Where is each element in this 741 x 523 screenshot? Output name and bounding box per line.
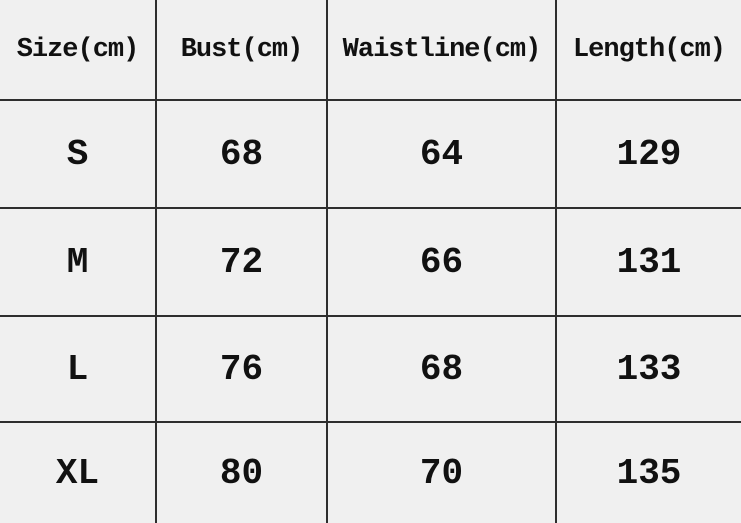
bust-cell: 80 <box>157 423 328 523</box>
waistline-cell: 70 <box>328 423 557 523</box>
column-header-size: Size(cm) <box>0 0 157 101</box>
waistline-cell: 66 <box>328 209 557 317</box>
size-cell: S <box>0 101 157 209</box>
size-cell: XL <box>0 423 157 523</box>
bust-cell: 68 <box>157 101 328 209</box>
column-header-waistline: Waistline(cm) <box>328 0 557 101</box>
length-cell: 133 <box>557 317 741 423</box>
column-header-bust: Bust(cm) <box>157 0 328 101</box>
bust-cell: 72 <box>157 209 328 317</box>
length-cell: 129 <box>557 101 741 209</box>
column-header-length: Length(cm) <box>557 0 741 101</box>
size-cell: L <box>0 317 157 423</box>
length-cell: 135 <box>616 452 682 494</box>
bust-cell: 76 <box>157 317 328 423</box>
size-cell: M <box>0 209 157 317</box>
length-cell: 131 <box>557 209 741 317</box>
waistline-cell: 64 <box>328 101 557 209</box>
waistline-cell: 68 <box>328 317 557 423</box>
